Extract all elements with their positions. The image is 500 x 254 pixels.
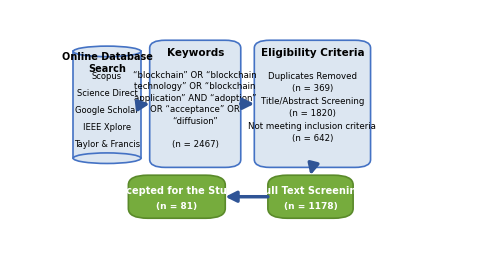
- Text: (n = 81): (n = 81): [156, 202, 198, 211]
- Text: IEEE Xplore: IEEE Xplore: [83, 123, 131, 132]
- Text: “blockchain” OR “blockchain
technology” OR “blockchain
application” AND “adoptio: “blockchain” OR “blockchain technology” …: [134, 71, 257, 149]
- Text: Keywords: Keywords: [166, 48, 224, 58]
- Text: Duplicates Removed
(n = 369)
Title/Abstract Screening
(n = 1820)
Not meeting inc: Duplicates Removed (n = 369) Title/Abstr…: [248, 72, 376, 144]
- Text: Scopus: Scopus: [92, 72, 122, 81]
- Text: Taylor & Francis: Taylor & Francis: [74, 140, 140, 149]
- FancyBboxPatch shape: [73, 51, 141, 158]
- Text: Google Scholar: Google Scholar: [75, 106, 139, 115]
- Text: Eligibility Criteria: Eligibility Criteria: [260, 48, 364, 58]
- Text: Full Text Screening: Full Text Screening: [258, 186, 363, 196]
- FancyBboxPatch shape: [128, 175, 226, 218]
- Ellipse shape: [73, 153, 141, 164]
- Text: Online Database
Search: Online Database Search: [62, 52, 152, 74]
- Ellipse shape: [73, 46, 141, 57]
- Text: Science Direct: Science Direct: [76, 89, 138, 98]
- Text: Accepted for the Study: Accepted for the Study: [113, 186, 240, 196]
- FancyBboxPatch shape: [150, 40, 241, 167]
- FancyBboxPatch shape: [254, 40, 370, 167]
- Text: (n = 1178): (n = 1178): [284, 202, 338, 211]
- FancyBboxPatch shape: [268, 175, 353, 218]
